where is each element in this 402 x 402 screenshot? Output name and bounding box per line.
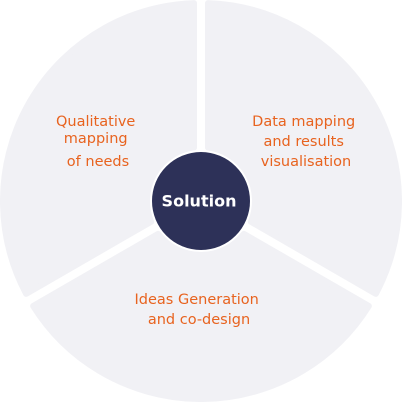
label-line: Data mapping <box>252 114 355 130</box>
segment-ideas-generation <box>30 230 372 402</box>
label-line: Ideas Generation <box>135 292 259 308</box>
center-hub: Solution <box>152 152 250 250</box>
segment-qualitative-mapping <box>0 0 198 297</box>
label-data-mapping: Data mapping and results visualisation <box>252 114 360 170</box>
label-qualitative-mapping: Qualitative mapping of needs <box>56 114 140 170</box>
label-line: and results <box>263 134 343 150</box>
label-line: and co-design <box>148 312 250 328</box>
segment-labels: Qualitative mapping of needs Data mappin… <box>56 114 360 328</box>
label-line: visualisation <box>261 154 352 170</box>
label-line: mapping <box>64 131 128 147</box>
center-circle <box>152 152 250 250</box>
label-line: Qualitative <box>56 114 135 130</box>
center-label: Solution <box>162 192 237 211</box>
label-line: of needs <box>67 154 129 170</box>
label-ideas-generation: Ideas Generation and co-design <box>135 292 264 328</box>
segment-data-mapping <box>204 0 402 297</box>
